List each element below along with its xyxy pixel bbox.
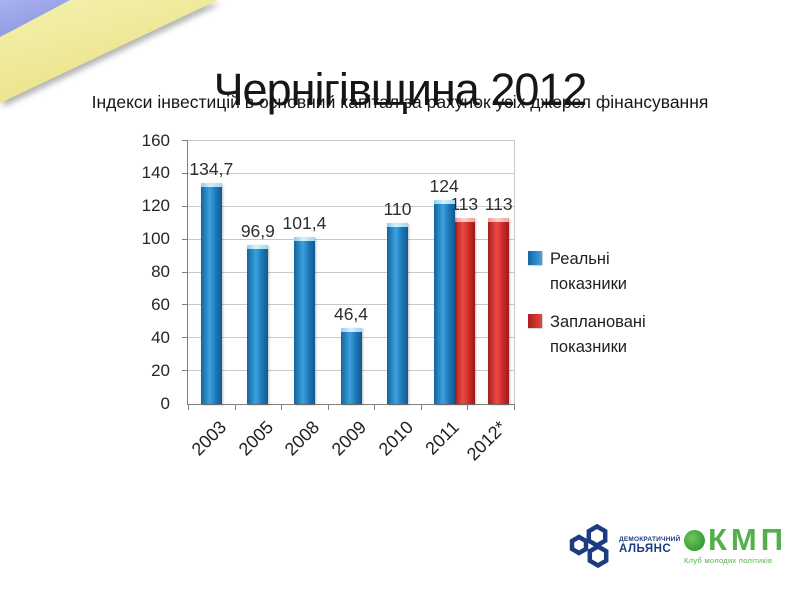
gridline (188, 238, 514, 240)
demalliance-logo: ДЕМОКРАТИЧНИЙ АЛЬЯНС (556, 519, 680, 571)
kmp-abbreviation: КМП (708, 522, 788, 557)
y-axis-tick (182, 337, 188, 339)
y-axis-tick (182, 370, 188, 372)
x-axis-tick (281, 404, 283, 410)
gridline (188, 172, 514, 174)
y-axis-label: 0 (160, 393, 170, 413)
hexagons-icon (569, 523, 609, 569)
x-axis-label: 2010 (374, 417, 417, 460)
y-axis-tick (182, 140, 188, 141)
bar-value-label: 124 (429, 176, 459, 197)
y-axis-tick (182, 172, 188, 174)
x-axis-tick (327, 404, 329, 410)
x-axis-tick (188, 404, 189, 410)
flag-blue-stripe (0, 0, 70, 37)
legend-swatch-icon (528, 251, 542, 265)
y-axis-tick (182, 205, 188, 207)
kmp-tagline: Клуб молодих політиків (684, 556, 773, 565)
gridline (188, 205, 514, 207)
y-axis-tick (182, 271, 188, 273)
chart-legend: Реальні показники Заплановані показники (528, 247, 660, 373)
x-axis-label: 2011 (421, 417, 464, 459)
legend-label: Реальні показники (550, 250, 628, 293)
y-axis-tick (182, 238, 188, 240)
chart-subtitle: Індекси інвестицій в основний капітал за… (91, 92, 709, 112)
page-title: Чернігівщина 2012 (213, 64, 588, 116)
demalliance-name-line2: АЛЬЯНС (619, 542, 672, 555)
x-axis-label: 2008 (281, 417, 324, 460)
legend-item: Реальні показники (528, 247, 660, 297)
flag-ribbon-decoration (0, 0, 218, 103)
gridline (188, 304, 514, 306)
x-axis-label: 2005 (234, 417, 278, 460)
bar-value-label: 101,4 (282, 213, 327, 234)
y-axis-label: 120 (141, 196, 170, 216)
bar (340, 327, 362, 404)
x-axis-tick (467, 404, 469, 410)
y-axis-label: 40 (151, 327, 170, 347)
x-axis-label: 2003 (187, 417, 231, 460)
legend-swatch-icon (528, 314, 542, 328)
bar-value-label: 96,9 (240, 220, 275, 241)
y-axis-tick (182, 304, 188, 306)
x-axis-label: 2009 (327, 417, 371, 460)
kmp-logo: КМП Клуб молодих політиків (684, 522, 800, 565)
demalliance-name-line1: ДЕМОКРАТИЧНИЙ (619, 535, 681, 543)
bar (200, 182, 222, 404)
kmp-circle-icon (684, 529, 705, 551)
bar (387, 223, 409, 404)
bar (433, 200, 455, 404)
legend-label: Заплановані показники (550, 313, 646, 356)
y-axis-label: 160 (141, 130, 170, 150)
flag-yellow-stripe (0, 0, 218, 103)
bar (453, 218, 475, 404)
bar-value-label: 134,7 (189, 158, 234, 179)
y-axis-label: 80 (151, 262, 170, 281)
bar (247, 244, 269, 404)
plot-area: 134,7 96,9 101,4 46,4 110 124 113 113 (182, 140, 515, 410)
x-axis-tick (514, 404, 515, 410)
bar-value-label: 110 (383, 199, 412, 220)
bar-value-label: 113 (484, 194, 513, 215)
legend-item: Заплановані показники (528, 310, 660, 360)
y-axis-label: 140 (141, 163, 170, 183)
gridline (188, 271, 514, 273)
bar (488, 218, 510, 404)
bar (293, 237, 315, 404)
x-axis-tick (374, 404, 376, 410)
y-axis-label: 100 (141, 229, 170, 249)
y-axis-label: 20 (151, 360, 170, 380)
x-axis-tick (420, 404, 422, 410)
y-axis-label: 60 (151, 294, 170, 314)
x-axis-label: 2012* (462, 417, 510, 465)
bar-value-label: 113 (450, 194, 479, 215)
x-axis-tick (234, 404, 236, 410)
bar-value-label: 46,4 (333, 303, 369, 324)
